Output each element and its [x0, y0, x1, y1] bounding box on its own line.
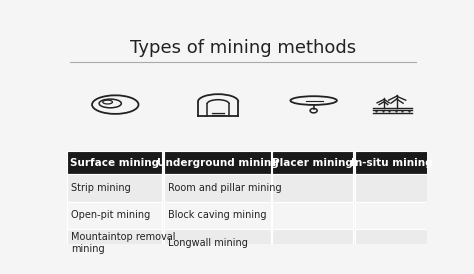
- Text: Open-pit mining: Open-pit mining: [71, 210, 150, 220]
- Text: Longwall mining: Longwall mining: [168, 238, 248, 248]
- Text: Block caving mining: Block caving mining: [168, 210, 267, 220]
- Text: Types of mining methods: Types of mining methods: [130, 39, 356, 57]
- Text: Strip mining: Strip mining: [71, 183, 131, 193]
- Text: Room and pillar mining: Room and pillar mining: [168, 183, 282, 193]
- Text: Underground mining: Underground mining: [156, 158, 278, 168]
- FancyBboxPatch shape: [355, 202, 429, 229]
- FancyBboxPatch shape: [164, 151, 271, 174]
- FancyBboxPatch shape: [272, 229, 354, 256]
- FancyBboxPatch shape: [272, 174, 354, 202]
- FancyBboxPatch shape: [355, 174, 429, 202]
- Text: Surface mining: Surface mining: [70, 158, 159, 168]
- Text: Placer mining: Placer mining: [273, 158, 353, 168]
- FancyBboxPatch shape: [164, 229, 271, 256]
- Text: Mountaintop removal
mining: Mountaintop removal mining: [71, 232, 175, 254]
- FancyBboxPatch shape: [66, 174, 163, 202]
- FancyBboxPatch shape: [355, 151, 429, 174]
- FancyBboxPatch shape: [272, 202, 354, 229]
- FancyBboxPatch shape: [164, 174, 271, 202]
- FancyBboxPatch shape: [66, 229, 163, 256]
- FancyBboxPatch shape: [66, 202, 163, 229]
- Text: In-situ mining: In-situ mining: [351, 158, 433, 168]
- FancyBboxPatch shape: [66, 151, 163, 174]
- FancyBboxPatch shape: [272, 151, 354, 174]
- FancyBboxPatch shape: [164, 202, 271, 229]
- FancyBboxPatch shape: [355, 229, 429, 256]
